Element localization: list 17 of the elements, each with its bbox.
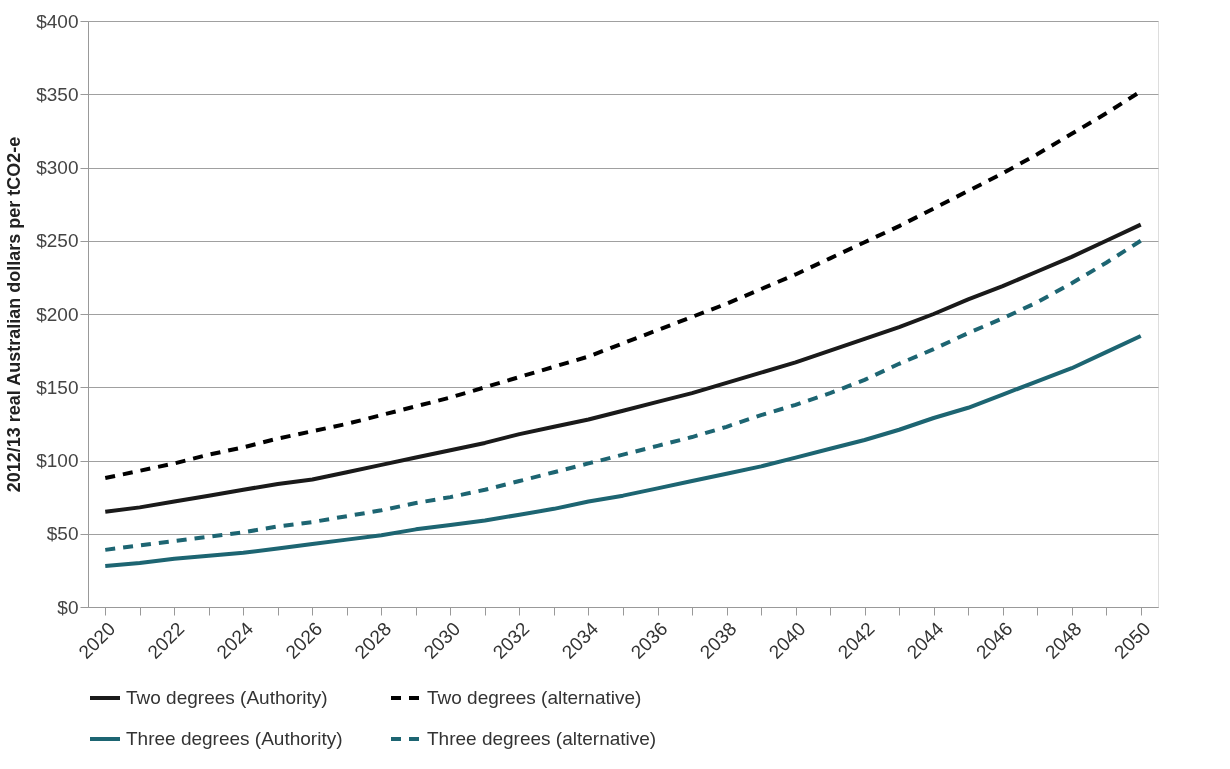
- legend-label: Two degrees (alternative): [427, 687, 642, 708]
- y-tick-label: $400: [36, 10, 79, 32]
- y-axis-title: 2012/13 real Australian dollars per tCO2-e: [4, 136, 25, 493]
- y-tick-label: $100: [36, 450, 79, 471]
- legend-label: Three degrees (alternative): [427, 728, 657, 749]
- y-tick-label: $250: [36, 230, 79, 252]
- y-tick-label: $300: [36, 157, 79, 178]
- y-tick-label: $200: [36, 303, 79, 325]
- y-tick-label: $350: [36, 83, 79, 105]
- line-series: [103, 222, 1143, 514]
- y-tick-label: $150: [36, 376, 79, 398]
- legend-label: Two degrees (Authority): [126, 687, 328, 708]
- line-series: [103, 333, 1143, 568]
- line-series: [103, 238, 1143, 552]
- y-tick-label: $50: [46, 523, 79, 545]
- y-tick-label: $0: [57, 596, 79, 618]
- legend-label: Three degrees (Authority): [126, 728, 343, 749]
